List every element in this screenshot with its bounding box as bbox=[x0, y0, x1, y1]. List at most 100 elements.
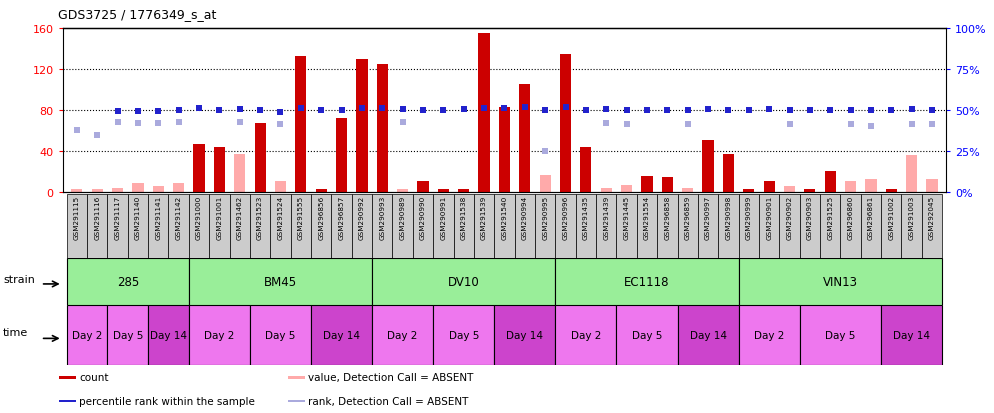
Bar bbox=[417, 182, 428, 192]
Bar bbox=[825, 172, 836, 192]
Bar bbox=[921, 194, 942, 258]
Point bbox=[456, 106, 472, 113]
Bar bbox=[759, 194, 779, 258]
Bar bbox=[132, 184, 143, 192]
Point bbox=[395, 119, 411, 126]
Bar bbox=[616, 194, 637, 258]
Text: GSM291003: GSM291003 bbox=[909, 195, 914, 240]
Bar bbox=[784, 187, 795, 192]
Text: rank, Detection Call = ABSENT: rank, Detection Call = ABSENT bbox=[308, 396, 468, 406]
Bar bbox=[494, 306, 556, 366]
Bar bbox=[678, 306, 739, 366]
Text: Day 14: Day 14 bbox=[150, 330, 187, 341]
Bar bbox=[169, 194, 189, 258]
Text: GSM291116: GSM291116 bbox=[94, 195, 100, 240]
Bar bbox=[657, 194, 678, 258]
Bar bbox=[372, 258, 556, 306]
Bar bbox=[478, 34, 490, 192]
Text: BM45: BM45 bbox=[264, 275, 297, 288]
Bar bbox=[67, 194, 87, 258]
Bar bbox=[881, 194, 902, 258]
Text: GSM291525: GSM291525 bbox=[827, 195, 833, 240]
Point bbox=[130, 108, 146, 115]
Text: GSM290990: GSM290990 bbox=[420, 195, 426, 240]
Point bbox=[232, 106, 248, 113]
Text: GSM291439: GSM291439 bbox=[603, 195, 609, 240]
Text: GSM290991: GSM290991 bbox=[440, 195, 446, 240]
Text: GSM291142: GSM291142 bbox=[176, 195, 182, 240]
Text: GSM291117: GSM291117 bbox=[114, 195, 120, 240]
Point bbox=[109, 119, 125, 126]
Text: GSM290994: GSM290994 bbox=[522, 195, 528, 240]
Bar bbox=[148, 306, 189, 366]
Point bbox=[272, 121, 288, 128]
Point bbox=[761, 106, 777, 113]
Bar bbox=[107, 194, 128, 258]
Point bbox=[435, 107, 451, 114]
Text: GSM291445: GSM291445 bbox=[623, 195, 629, 240]
Bar bbox=[311, 194, 331, 258]
Point bbox=[395, 106, 411, 113]
Bar bbox=[275, 182, 286, 192]
Bar bbox=[189, 306, 249, 366]
Bar bbox=[287, 376, 305, 379]
Point bbox=[822, 107, 838, 114]
Bar bbox=[861, 194, 881, 258]
Bar bbox=[148, 194, 169, 258]
Bar bbox=[112, 189, 123, 192]
Point bbox=[802, 107, 818, 114]
Bar bbox=[295, 57, 306, 192]
Bar bbox=[779, 194, 800, 258]
Point bbox=[191, 105, 207, 112]
Text: Day 5: Day 5 bbox=[632, 330, 662, 341]
Point bbox=[537, 148, 553, 154]
Bar bbox=[556, 258, 739, 306]
Text: GSM291001: GSM291001 bbox=[217, 195, 223, 240]
Text: GSM291539: GSM291539 bbox=[481, 195, 487, 240]
Text: Day 5: Day 5 bbox=[112, 330, 143, 341]
Text: Day 14: Day 14 bbox=[690, 330, 727, 341]
Point bbox=[904, 106, 919, 113]
Bar bbox=[616, 306, 678, 366]
Text: DV10: DV10 bbox=[448, 275, 480, 288]
Bar bbox=[886, 190, 897, 192]
Text: GSM291141: GSM291141 bbox=[155, 195, 161, 240]
Bar bbox=[698, 194, 719, 258]
Bar bbox=[59, 376, 76, 379]
Text: GSM291462: GSM291462 bbox=[237, 195, 243, 240]
Bar bbox=[433, 194, 453, 258]
Point bbox=[680, 107, 696, 114]
Bar bbox=[254, 124, 265, 192]
Point bbox=[497, 105, 513, 112]
Text: GSM290901: GSM290901 bbox=[766, 195, 772, 240]
Point bbox=[537, 107, 553, 114]
Text: GSM290997: GSM290997 bbox=[705, 195, 711, 240]
Bar bbox=[128, 194, 148, 258]
Text: Day 2: Day 2 bbox=[388, 330, 417, 341]
Text: VIN13: VIN13 bbox=[823, 275, 858, 288]
Bar bbox=[739, 258, 942, 306]
Text: 285: 285 bbox=[116, 275, 139, 288]
Bar bbox=[189, 194, 209, 258]
Text: GSM291435: GSM291435 bbox=[582, 195, 588, 240]
Point bbox=[843, 107, 859, 114]
Point bbox=[354, 105, 370, 112]
Text: Day 5: Day 5 bbox=[825, 330, 856, 341]
Text: GSM292045: GSM292045 bbox=[929, 195, 935, 240]
Text: GSM291555: GSM291555 bbox=[298, 195, 304, 240]
Point bbox=[598, 121, 614, 127]
Point bbox=[924, 121, 940, 128]
Bar bbox=[249, 194, 270, 258]
Text: Day 14: Day 14 bbox=[323, 330, 360, 341]
Bar bbox=[515, 194, 535, 258]
Text: GSM296857: GSM296857 bbox=[339, 195, 345, 240]
Text: EC1118: EC1118 bbox=[624, 275, 670, 288]
Bar bbox=[637, 194, 657, 258]
Point bbox=[781, 121, 797, 128]
Bar bbox=[519, 85, 531, 192]
Bar bbox=[881, 306, 942, 366]
Text: GSM291554: GSM291554 bbox=[644, 195, 650, 240]
Bar bbox=[287, 400, 305, 402]
Bar bbox=[194, 145, 205, 192]
Text: GSM291538: GSM291538 bbox=[461, 195, 467, 240]
